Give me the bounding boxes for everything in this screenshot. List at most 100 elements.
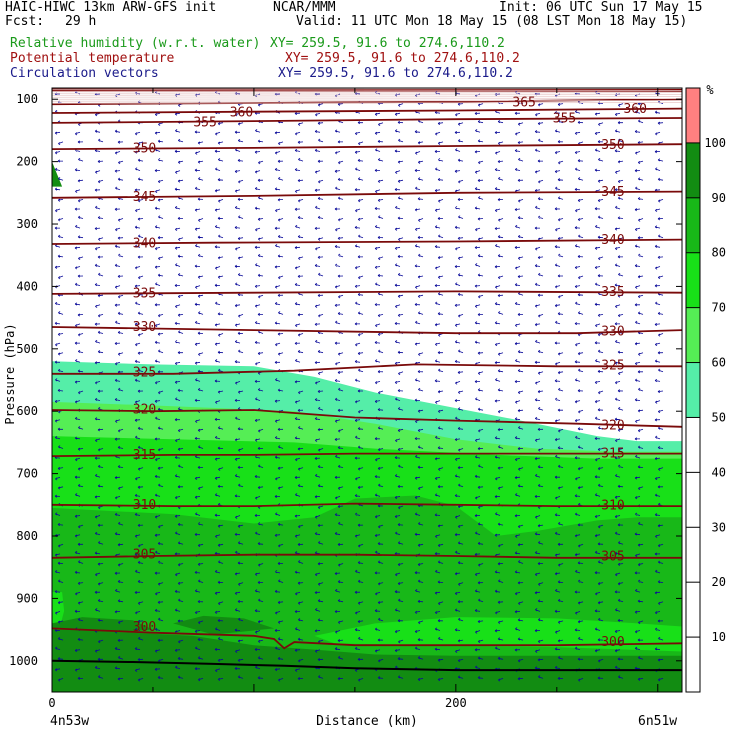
wind-vector [315,205,321,210]
wind-vector [114,285,121,289]
wind-vector [258,598,264,603]
wind-vector [117,274,124,278]
wind-vector [137,333,144,337]
wind-vector [457,139,464,143]
wind-vector [74,282,81,286]
colorbar-bin-6 [686,307,700,363]
wind-vector [377,560,384,564]
wind-vector [414,476,421,480]
wind-vector [57,218,64,222]
wind-vector [354,646,361,651]
colorbar-bin-8 [686,197,700,253]
wind-vector [94,665,101,670]
wind-vector [537,599,544,603]
wind-vector [494,168,501,172]
wind-vector [595,323,601,328]
wind-vector [355,167,361,171]
wind-vector [477,273,484,277]
wind-vector [277,332,284,336]
wind-vector [254,609,261,613]
wind-vector [614,590,621,594]
wind-vector [494,321,501,325]
wind-vector [217,390,224,394]
wind-vector [114,378,121,382]
wind-vector [634,610,641,614]
wind-vector [297,637,304,641]
wind-vector [415,186,421,191]
wind-vector [635,454,641,459]
wind-vector [597,467,604,471]
wind-vector [657,580,664,584]
wind-vector [657,543,664,548]
wind-vector [594,112,601,116]
wind-vector [338,294,344,299]
wind-vector [515,534,521,538]
wind-vector [417,445,424,449]
wind-vector [157,236,163,240]
wind-vector [215,131,221,136]
wind-vector [217,256,224,260]
wind-vector [257,486,264,490]
wind-vector [398,598,404,603]
wind-vector [294,475,301,480]
wind-vector [74,436,81,440]
wind-vector [197,637,204,642]
wind-vector [577,198,584,203]
wind-vector [434,627,441,631]
theta-contour-325 [52,363,682,375]
wind-vector [374,475,381,479]
wind-vector [554,111,561,115]
wind-vector [197,387,204,392]
wind-vector [337,446,344,450]
wind-vector [657,390,664,394]
wind-vector [434,476,441,481]
wind-vector [117,140,124,144]
wind-vector [255,496,261,500]
wind-vector [374,206,381,211]
wind-vector [458,349,464,354]
wind-vector [275,244,281,248]
wind-vector [357,351,364,356]
wind-vector [134,378,141,382]
wind-vector [337,218,344,222]
wind-vector [337,370,344,375]
wind-vector [278,543,284,548]
wind-vector [237,524,244,528]
wind-vector [317,255,324,259]
wind-vector [557,102,564,107]
wind-vector [315,381,321,385]
theta-label-360: 360 [230,105,253,120]
wind-vector [157,675,164,680]
wind-vector [254,206,261,210]
wind-vector [598,157,604,162]
wind-vector [174,246,181,250]
theta-label-335: 335 [133,286,156,301]
wind-vector [314,495,321,499]
wind-vector [334,419,341,423]
wind-vector [137,658,144,662]
wind-vector [337,542,344,547]
wind-vector [378,524,384,529]
wind-vector [495,244,501,248]
wind-vector [237,122,244,126]
wind-vector [137,445,144,449]
wind-vector [397,294,404,298]
wind-vector [195,285,201,289]
wind-vector [334,513,341,517]
wind-vector [597,676,604,680]
wind-vector [634,630,641,634]
wind-vector [274,226,281,230]
wind-vector [114,341,121,346]
wind-vector [138,234,144,239]
wind-vector [534,457,541,461]
wind-vector [134,400,141,404]
theta-label-335: 335 [601,285,624,300]
theta-label-310: 310 [601,498,624,513]
colorbar-bin-0 [686,637,700,692]
wind-vector [617,428,624,432]
wind-vector [494,131,501,135]
wind-vector [294,570,301,574]
wind-vector [97,657,103,661]
wind-vector [657,351,664,355]
wind-vector [177,563,184,567]
